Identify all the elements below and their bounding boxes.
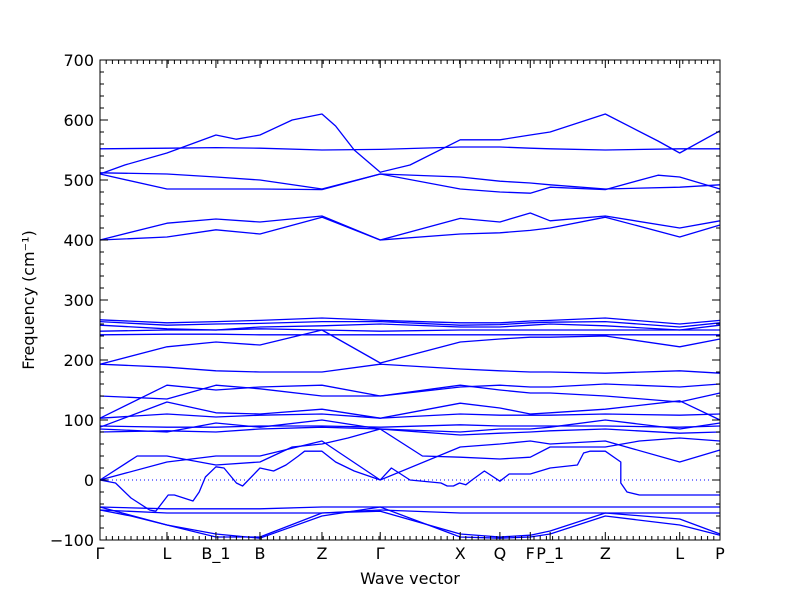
band-17 [99, 413, 721, 419]
band-12 [99, 329, 721, 365]
y-tick-label: 100 [63, 411, 94, 430]
y-tick-label: −100 [50, 531, 94, 550]
y-tick-label: 500 [63, 171, 94, 190]
tick-marks [99, 59, 721, 541]
x-tick-label: L [675, 544, 684, 563]
band-1 [99, 146, 720, 151]
y-tick-label: 400 [63, 231, 94, 250]
band-23 [99, 450, 720, 512]
y-axis-title: Frequency (cm⁻¹) [19, 230, 38, 369]
band-5 [99, 212, 721, 241]
plot-frame [99, 59, 721, 541]
x-tick-label: Γ [96, 544, 105, 563]
x-tick-label: B [254, 544, 265, 563]
x-tick-label: Q [494, 544, 507, 563]
band-6 [99, 216, 721, 241]
band-18 [99, 424, 721, 428]
x-tick-label: L [162, 544, 171, 563]
band-8 [99, 320, 721, 328]
x-tick-label: B_1 [201, 544, 230, 564]
x-tick-label: X [455, 544, 466, 563]
y-tick-label: 700 [63, 51, 94, 70]
band-4 [99, 173, 721, 194]
x-tick-label: P_1 [536, 544, 564, 564]
x-tick-label: Z [316, 544, 327, 563]
band-24 [99, 506, 720, 510]
band-19 [99, 419, 721, 433]
band-14 [99, 383, 721, 419]
band-7 [99, 317, 721, 325]
x-tick-label: F [526, 544, 535, 563]
y-tick-labels: −100 0 100 200 300 400 500 600 700 [50, 51, 94, 550]
x-axis-title: Wave vector [360, 569, 460, 588]
band-15 [99, 384, 721, 403]
x-tick-label: Γ [376, 544, 385, 563]
x-tick-label: Z [600, 544, 611, 563]
y-tick-label: 600 [63, 111, 94, 130]
band-series-group [99, 113, 721, 539]
y-tick-label: 200 [63, 351, 94, 370]
band-21 [99, 428, 721, 481]
band-13 [99, 363, 721, 374]
x-tick-label: P [715, 544, 725, 563]
band-16 [99, 400, 721, 428]
band-22 [99, 440, 721, 481]
x-tick-labels: Γ L B_1 B Z Γ X Q F P_1 Z L P [96, 544, 726, 564]
band-11 [99, 333, 720, 336]
band-20 [99, 426, 721, 436]
y-tick-label: 300 [63, 291, 94, 310]
band-10 [99, 328, 720, 332]
band-2 [99, 113, 721, 175]
y-tick-label: 0 [84, 471, 94, 490]
